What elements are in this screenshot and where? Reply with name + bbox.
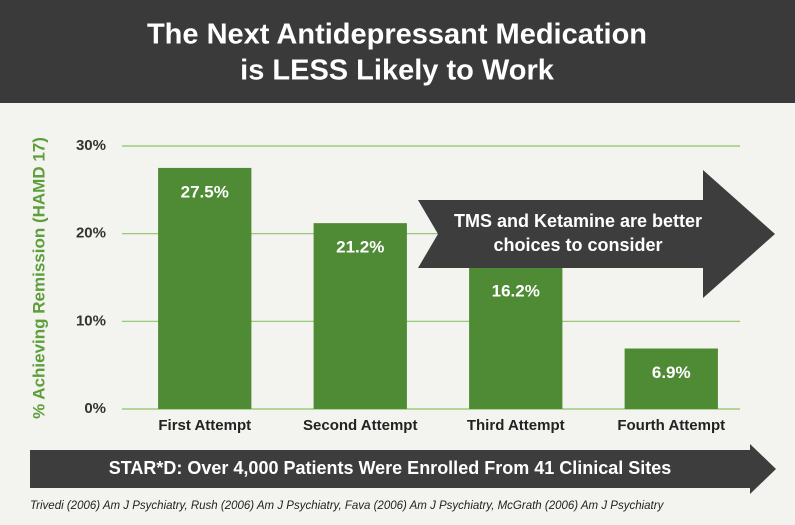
x-tick-label: Fourth Attempt [617, 417, 725, 434]
value-label: 27.5% [181, 182, 229, 201]
plot: 0% 10% 20% 30% First Attempt 27.5% Second Atte… [76, 137, 740, 434]
x-tick-label: First Attempt [158, 417, 251, 434]
bar [624, 348, 718, 409]
y-tick-label: 10% [76, 312, 106, 329]
bar [158, 167, 252, 409]
annotation: choices to consider [493, 235, 662, 255]
y-tick-label: 0% [84, 400, 106, 417]
value-label: 21.2% [336, 238, 384, 257]
value-label: 16.2% [492, 281, 540, 300]
banner: STAR*D: Over 4,000 Patients Were Enrolle… [109, 458, 672, 478]
bar [469, 266, 563, 409]
chart-title: The Next Antidepressant Medication [147, 19, 647, 51]
y-axis-label: % Achieving Remission (HAMD 17) [29, 137, 48, 419]
banner-arrow [30, 444, 776, 494]
x-tick-label: Third Attempt [467, 417, 565, 434]
bar [313, 223, 407, 409]
y-tick-label: 30% [76, 137, 106, 154]
annotation: TMS and Ketamine are better [454, 211, 702, 231]
x-tick-label: Second Attempt [303, 417, 417, 434]
header [0, 0, 795, 103]
source: Trivedi (2006) Am J Psychiatry, Rush (20… [30, 500, 665, 512]
annotation-arrow [418, 170, 775, 298]
value-label: 6.9% [652, 363, 691, 382]
chart-title: is LESS Likely to Work [240, 55, 555, 87]
y-tick-label: 20% [76, 225, 106, 242]
